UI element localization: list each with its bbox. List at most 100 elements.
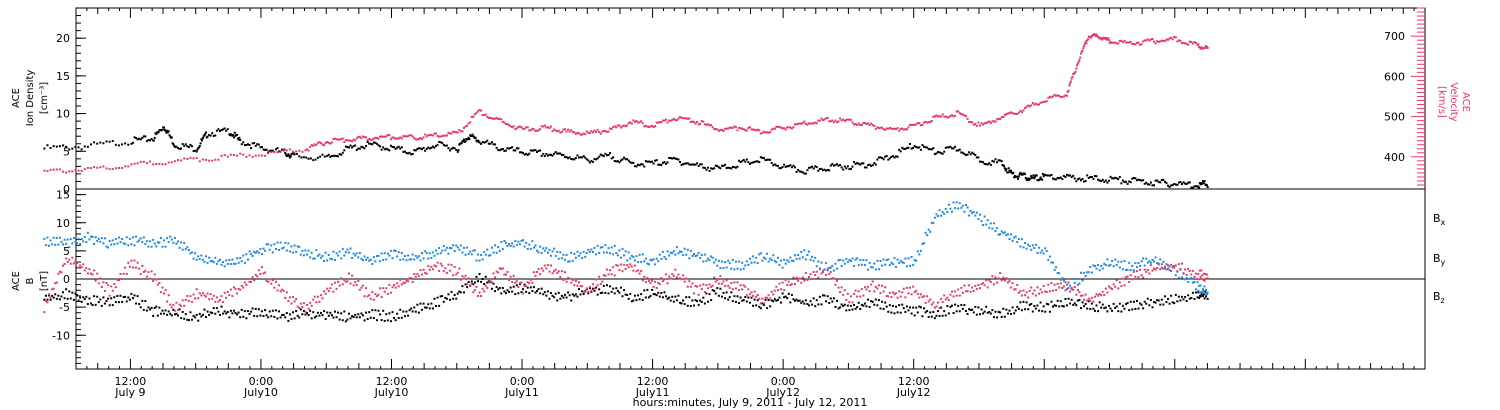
data-point — [809, 166, 812, 169]
data-point — [856, 306, 859, 309]
data-point — [829, 266, 832, 269]
data-point — [457, 149, 460, 152]
data-point — [590, 159, 593, 162]
data-point — [467, 277, 470, 280]
data-point — [633, 165, 636, 168]
data-point — [264, 271, 267, 274]
data-point — [842, 259, 845, 262]
data-point — [694, 122, 697, 125]
data-point — [158, 241, 161, 244]
data-point — [1053, 268, 1056, 271]
data-point — [868, 290, 871, 293]
data-point — [730, 167, 733, 170]
data-point — [736, 267, 739, 270]
data-point — [254, 251, 257, 254]
data-point — [668, 275, 671, 278]
data-point — [436, 261, 439, 264]
data-point — [559, 297, 562, 300]
data-point — [602, 251, 605, 254]
data-point — [565, 253, 568, 256]
data-point — [564, 128, 567, 131]
data-point — [1064, 298, 1067, 301]
data-point — [943, 115, 946, 118]
data-point — [215, 262, 218, 265]
data-point — [825, 117, 828, 120]
data-point — [1027, 243, 1030, 246]
data-point — [548, 248, 551, 251]
data-point — [846, 292, 849, 295]
data-point — [1003, 231, 1006, 234]
data-point — [1038, 103, 1041, 106]
data-point — [433, 264, 436, 267]
data-point — [626, 264, 629, 267]
data-point — [860, 162, 863, 165]
data-point — [854, 162, 857, 165]
data-point — [276, 151, 279, 154]
data-point — [907, 309, 910, 312]
data-point — [445, 144, 448, 147]
data-point — [435, 144, 438, 147]
data-point — [559, 131, 562, 134]
data-point — [556, 130, 559, 133]
data-point — [877, 284, 880, 287]
data-point — [879, 307, 882, 310]
data-point — [781, 166, 784, 169]
data-point — [386, 148, 389, 151]
y-tick-label: 0 — [63, 183, 70, 196]
data-point — [932, 147, 935, 150]
data-point — [374, 309, 377, 312]
data-point — [68, 290, 71, 293]
data-point — [832, 277, 835, 280]
data-point — [870, 164, 873, 167]
data-point — [528, 152, 531, 155]
data-point — [786, 259, 789, 262]
data-point — [240, 308, 243, 311]
data-point — [960, 151, 963, 154]
data-point — [458, 290, 461, 293]
data-point — [399, 278, 402, 281]
data-point — [456, 150, 459, 153]
data-point — [1143, 182, 1146, 185]
data-point — [487, 281, 490, 284]
data-point — [427, 134, 430, 137]
data-point — [1041, 291, 1044, 294]
data-point — [1048, 174, 1051, 177]
data-point — [365, 136, 368, 139]
data-point — [1013, 288, 1016, 291]
data-point — [1065, 173, 1068, 176]
data-point — [1201, 180, 1204, 183]
data-point — [1079, 56, 1082, 59]
data-point — [1005, 234, 1008, 237]
data-point — [116, 294, 119, 297]
data-point — [237, 138, 240, 141]
data-point — [909, 123, 912, 126]
data-point — [1045, 174, 1048, 177]
data-point — [393, 316, 396, 319]
data-point — [1190, 296, 1193, 299]
data-point — [776, 289, 779, 292]
data-point — [862, 162, 865, 165]
data-point — [846, 304, 849, 307]
data-point — [927, 121, 930, 124]
data-point — [181, 248, 184, 251]
data-point — [1095, 304, 1098, 307]
data-point — [915, 145, 918, 148]
data-point — [240, 260, 243, 263]
data-point — [1097, 36, 1100, 39]
data-point — [938, 115, 941, 118]
data-point — [492, 117, 495, 120]
data-point — [626, 259, 629, 262]
data-point — [573, 158, 576, 161]
data-point — [1050, 300, 1053, 303]
data-point — [1052, 305, 1055, 308]
data-point — [1206, 46, 1209, 49]
data-point — [971, 121, 974, 124]
data-point — [873, 162, 876, 165]
data-point — [1059, 96, 1062, 99]
data-point — [489, 280, 492, 283]
data-point — [840, 166, 843, 169]
data-point — [481, 258, 484, 261]
data-point — [301, 249, 304, 252]
y-tick-label: -5 — [59, 301, 70, 314]
data-point — [921, 315, 924, 318]
